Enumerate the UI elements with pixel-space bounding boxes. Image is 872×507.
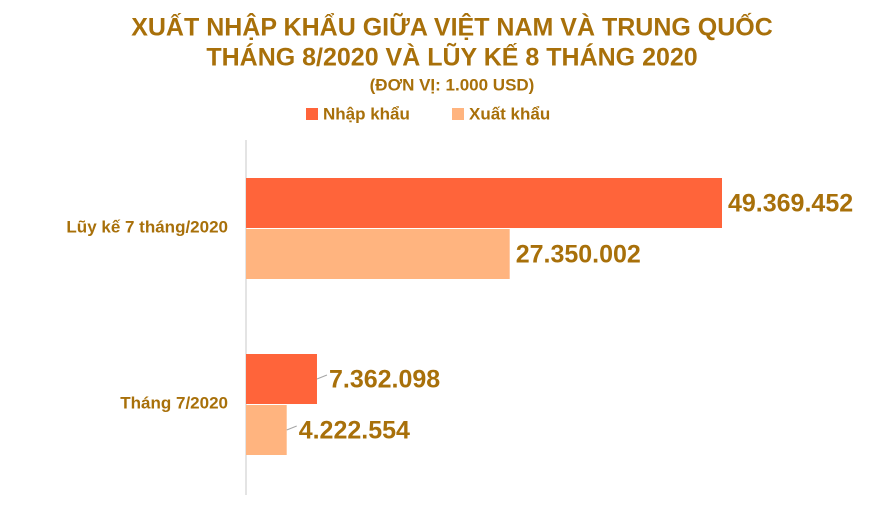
category-label: Tháng 7/2020 [120,393,228,412]
value-label: 49.369.452 [728,190,853,218]
value-label: 27.350.002 [516,241,641,269]
legend-swatch [452,108,464,120]
leader-line [286,425,297,431]
value-label: 4.222.554 [299,417,410,445]
leader-line [316,374,328,380]
chart-title: XUẤT NHẬP KHẨU GIỮA VIỆT NAM VÀ TRUNG QU… [131,12,773,42]
bar [246,178,722,228]
bar [246,405,287,455]
chart-subtitle: (ĐƠN VỊ: 1.000 USD) [370,75,535,94]
legend-swatch [306,108,318,120]
legend-label: Nhập khẩu [323,104,410,123]
category-label: Lũy kế 7 tháng/2020 [66,217,228,236]
legend-label: Xuất khẩu [469,104,550,123]
value-label: 7.362.098 [329,366,440,394]
bar [246,229,510,279]
bar [246,354,317,404]
chart-title: THÁNG 8/2020 VÀ LŨY KẾ 8 THÁNG 2020 [206,42,697,72]
